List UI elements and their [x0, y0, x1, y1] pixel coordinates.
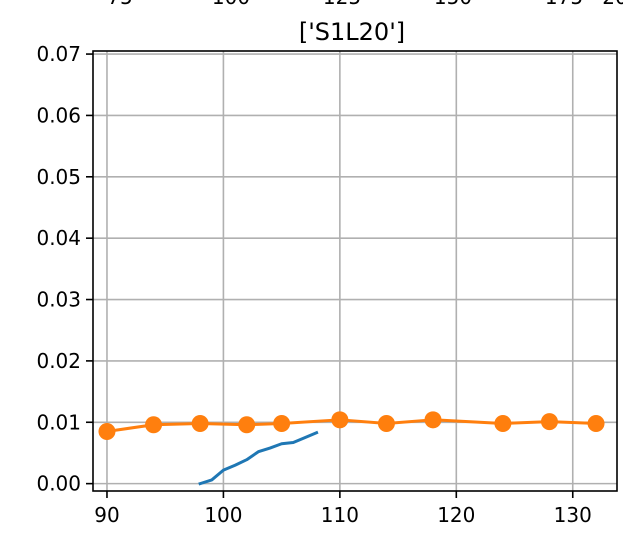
data-point [587, 414, 605, 432]
cut-tick-label: 75 [107, 0, 132, 9]
top-cut-axis-labels: 75 100 125 150 175 20 [107, 0, 623, 9]
data-point [191, 414, 209, 432]
x-axis: 90 100 110 120 130 [94, 491, 592, 527]
x-tick-label: 120 [437, 503, 475, 527]
y-tick-label: 0.00 [36, 472, 81, 496]
cut-tick-label: 150 [434, 0, 472, 9]
x-tick-label: 110 [321, 503, 359, 527]
y-tick-label: 0.01 [36, 410, 81, 434]
y-tick-label: 0.07 [36, 42, 81, 66]
grid-lines [93, 51, 617, 491]
x-tick-label: 100 [204, 503, 242, 527]
data-point [424, 411, 442, 429]
data-point [98, 422, 116, 440]
data-point [238, 416, 256, 434]
cut-tick-label: 125 [323, 0, 361, 9]
chart-title: ['S1L20'] [299, 18, 405, 46]
y-tick-label: 0.06 [36, 103, 81, 127]
series-2 [98, 411, 605, 440]
series-layer [98, 411, 605, 486]
cut-tick-label: 175 [545, 0, 583, 9]
y-tick-label: 0.02 [36, 349, 81, 373]
y-axis: 0.00 0.01 0.02 0.03 0.04 0.05 0.06 0.07 [36, 42, 93, 496]
y-tick-label: 0.03 [36, 288, 81, 312]
x-tick-label: 130 [554, 503, 592, 527]
x-tick-label: 90 [94, 503, 119, 527]
y-tick-label: 0.04 [36, 226, 81, 250]
data-point [273, 414, 291, 432]
y-tick-label: 0.05 [36, 165, 81, 189]
data-point [540, 413, 558, 431]
series-line [198, 430, 319, 486]
data-point [494, 414, 512, 432]
series-1 [198, 430, 319, 486]
data-point [145, 416, 163, 434]
cut-tick-label: 20 [602, 0, 623, 9]
data-point [377, 414, 395, 432]
cut-tick-label: 100 [212, 0, 250, 9]
plot-frame [92, 50, 618, 492]
data-point [331, 411, 349, 429]
